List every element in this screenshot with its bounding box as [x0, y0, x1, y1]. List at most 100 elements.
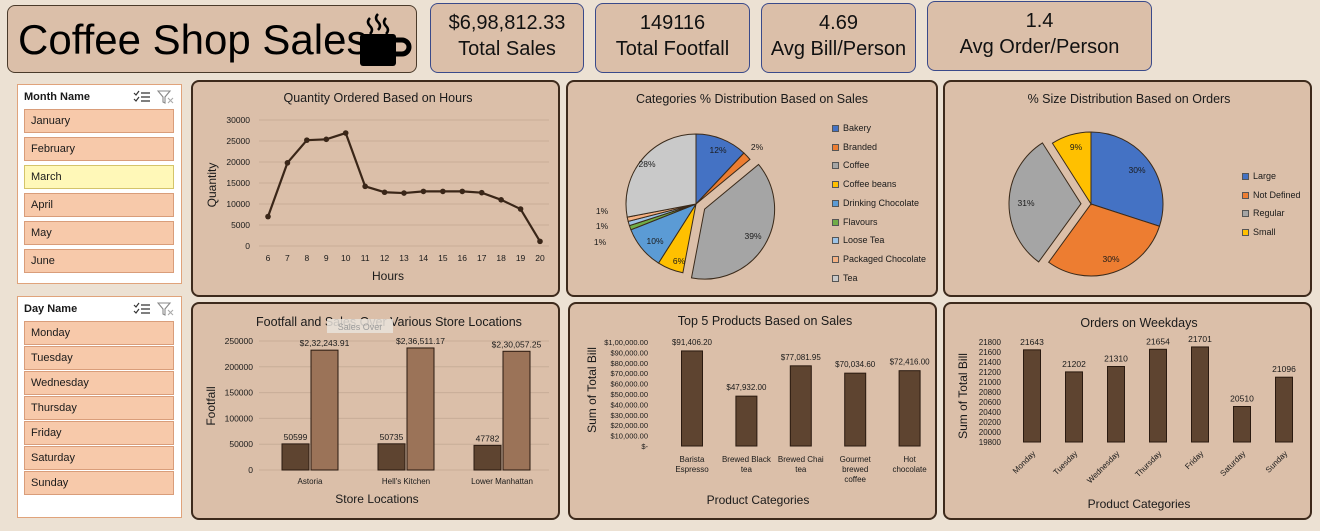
- x-tick-label-line: Gourmet: [840, 455, 872, 464]
- bar-data-label: 50599: [284, 432, 308, 442]
- y-tick-label: 20000: [979, 428, 1002, 437]
- day-slicer-item[interactable]: Thursday: [24, 396, 174, 420]
- pie-data-label: 28%: [638, 159, 655, 169]
- x-tick-label: 7: [285, 253, 290, 263]
- month-slicer-item[interactable]: February: [24, 137, 174, 161]
- bar-data-label: $2,32,243.91: [300, 338, 350, 348]
- legend-label: Coffee: [843, 160, 870, 171]
- bar-data-label: 21096: [1272, 364, 1296, 374]
- legend-label: Bakery: [843, 123, 872, 133]
- multi-select-icon[interactable]: [133, 90, 151, 104]
- kpi-label: Avg Bill/Person: [770, 38, 907, 60]
- bar-data-label: $91,406.20: [672, 338, 713, 347]
- x-tick-label: Sunday: [1264, 449, 1290, 475]
- legend-swatch: [832, 143, 839, 151]
- clear-filter-icon[interactable]: [157, 302, 175, 316]
- legend-swatch: [1242, 229, 1249, 237]
- chart-svg: Top 5 Products Based on Sales $-$10,000.0…: [585, 314, 930, 507]
- bar-data-label: $47,932.00: [726, 383, 767, 392]
- chart-panel-categories: Categories % Distribution Based on Sales…: [566, 80, 938, 297]
- month-slicer-item[interactable]: May: [24, 221, 174, 245]
- day-slicer-item[interactable]: Saturday: [24, 446, 174, 470]
- bar: [1065, 371, 1083, 443]
- y-tick-label: 20600: [979, 398, 1002, 407]
- pie-slice: [1047, 203, 1161, 277]
- x-tick-label: 16: [458, 253, 468, 263]
- x-tick-label-line: Brewed Black: [722, 455, 772, 464]
- pie-data-label: 30%: [1102, 254, 1119, 264]
- chart-title: % Size Distribution Based on Orders: [1028, 92, 1231, 106]
- month-slicer: Month Name January February March April May J…: [17, 84, 182, 284]
- x-tick-label-line: Brewed Chai: [778, 455, 824, 464]
- chart-panel-sizes: % Size Distribution Based on Orders 30% 30…: [943, 80, 1312, 297]
- bar-data-label: 21643: [1020, 337, 1044, 347]
- y-axis-label: Footfall: [204, 386, 218, 425]
- legend-swatch: [832, 237, 839, 245]
- month-slicer-item[interactable]: March: [24, 165, 174, 189]
- x-tick-label: 15: [438, 253, 448, 263]
- pie-slice: [625, 133, 697, 218]
- legend-item: Loose Tea: [832, 235, 884, 245]
- legend-label: Branded: [843, 141, 878, 152]
- pie-data-label: 12%: [709, 145, 726, 155]
- kpi-card-avg-order: 1.4 Avg Order/Person: [927, 1, 1152, 71]
- tooltip-box: [327, 319, 393, 333]
- day-slicer-item[interactable]: Sunday: [24, 471, 174, 495]
- pie-data-label: 31%: [1017, 198, 1034, 208]
- chart-panel-weekdays: Orders on Weekdays 19800 20000 20200 20400 20…: [943, 302, 1312, 520]
- legend-label: Flavours: [843, 216, 878, 227]
- chart-panel-top-products: Top 5 Products Based on Sales $- $10,000.0…: [568, 302, 937, 520]
- month-slicer-item[interactable]: January: [24, 109, 174, 133]
- day-slicer-item[interactable]: Friday: [24, 421, 174, 445]
- clear-filter-icon[interactable]: [157, 90, 175, 104]
- pie-data-label: 30%: [1128, 165, 1145, 175]
- data-point: [381, 189, 388, 196]
- pie-data-label: 10%: [646, 236, 663, 246]
- pie-data-label: 1%: [596, 206, 609, 216]
- legend-swatch: [832, 125, 839, 132]
- day-slicer-item[interactable]: Tuesday: [24, 346, 174, 370]
- pie-slice: [1051, 131, 1092, 206]
- bar-data-label: $77,081.95: [781, 353, 822, 362]
- kpi-value: 4.69: [819, 12, 858, 34]
- bar: [681, 350, 703, 447]
- day-slicer-item[interactable]: Monday: [24, 321, 174, 345]
- x-tick-label: Tuesday: [1052, 449, 1080, 477]
- legend-item: Packaged Chocolate: [832, 254, 926, 264]
- x-axis-label: Store Locations: [335, 492, 418, 506]
- multi-select-icon[interactable]: [133, 302, 151, 316]
- data-point: [362, 183, 368, 190]
- month-slicer-item[interactable]: June: [24, 249, 174, 273]
- y-axis-label: Sum of Total Bill: [956, 353, 970, 439]
- legend-swatch: [832, 255, 839, 263]
- y-tick-label: $10,000.00: [610, 432, 648, 441]
- pie-slice: [690, 163, 776, 280]
- legend-label: Drinking Chocolate: [843, 197, 920, 208]
- bar: [844, 372, 867, 447]
- x-tick-label-line: tea: [741, 465, 753, 474]
- bar-data-label: $2,36,511.17: [396, 336, 445, 346]
- x-tick-label: 8: [304, 253, 309, 263]
- tooltip-text: Sales Over: [338, 322, 383, 332]
- bar: [735, 395, 758, 447]
- y-tick-label: 21200: [979, 368, 1002, 377]
- chart-svg: Categories % Distribution Based on Sales…: [594, 92, 868, 280]
- day-slicer-item[interactable]: Wednesday: [24, 371, 174, 395]
- pie-slice: [695, 152, 751, 205]
- bar-data-label: 21654: [1146, 336, 1170, 346]
- chart-panel-hours: Quantity Ordered Based on Hours 0 5000 1000…: [191, 80, 560, 297]
- bar-data-label: 20510: [1230, 394, 1254, 404]
- pie-data-label: 2%: [751, 142, 764, 152]
- bar: [789, 365, 812, 447]
- month-slicer-item[interactable]: April: [24, 193, 174, 217]
- chart-title: Top 5 Products Based on Sales: [678, 314, 852, 328]
- x-tick-label: 17: [477, 253, 487, 263]
- x-tick-label-line: Espresso: [675, 465, 709, 474]
- y-tick-label: 15000: [226, 178, 250, 188]
- bar: [310, 349, 339, 471]
- x-tick-label: Wednesday: [1085, 449, 1121, 485]
- bar: [898, 370, 921, 447]
- x-tick-label: Thursday: [1133, 449, 1163, 479]
- data-point: [401, 190, 407, 196]
- data-point: [459, 188, 466, 195]
